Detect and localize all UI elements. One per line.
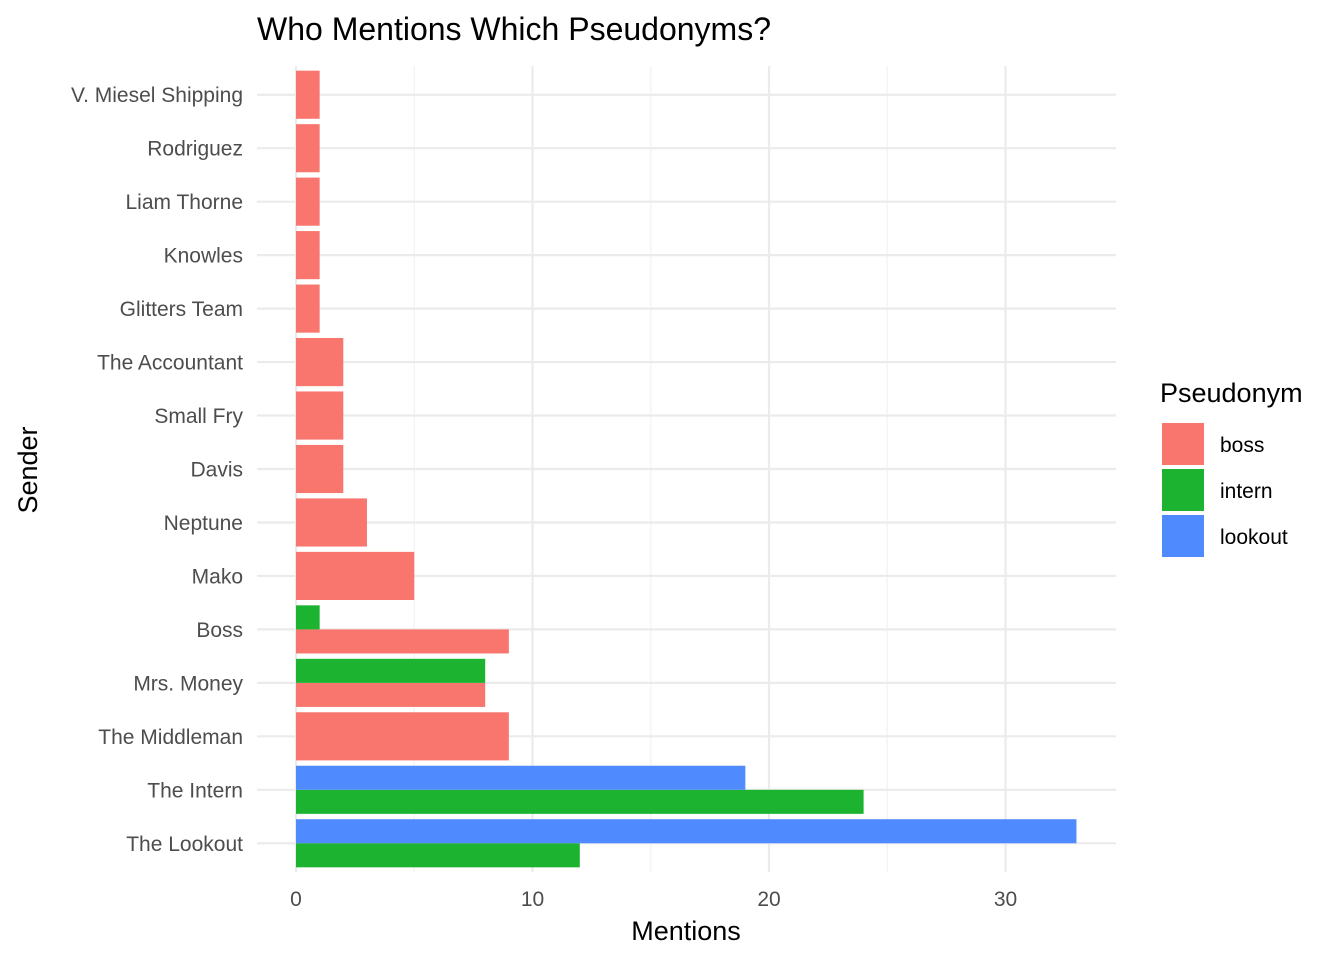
y-tick-label: V. Miesel Shipping <box>71 84 243 107</box>
y-tick-label: Boss <box>196 619 243 642</box>
legend-title: Pseudonym <box>1160 378 1303 408</box>
y-tick-label: Rodriguez <box>147 138 243 161</box>
y-tick-label: Glitters Team <box>120 298 243 321</box>
bars <box>296 70 1077 868</box>
x-tick-label: 30 <box>994 888 1017 911</box>
bar-boss <box>296 682 486 707</box>
bar-boss <box>296 391 344 440</box>
bar-boss <box>296 629 509 654</box>
x-tick-label: 0 <box>290 888 302 911</box>
bar-boss <box>296 124 320 173</box>
bar-lookout <box>296 765 746 790</box>
y-tick-label: Davis <box>190 459 243 482</box>
legend-label-intern: intern <box>1220 480 1273 503</box>
bar-boss <box>296 338 344 387</box>
bar-boss <box>296 231 320 280</box>
legend: Pseudonym boss intern lookout <box>1160 378 1303 557</box>
legend-swatch-intern <box>1162 469 1204 511</box>
y-axis-tick-labels: The Lookout The Intern The Middleman Mrs. M… <box>71 84 243 856</box>
x-axis-tick-labels: 0 10 20 30 <box>290 888 1017 911</box>
x-tick-label: 10 <box>521 888 544 911</box>
legend-items: boss intern lookout <box>1162 423 1288 557</box>
bar-intern <box>296 605 320 630</box>
bar-boss <box>296 551 415 600</box>
bar-boss <box>296 712 509 761</box>
bar-boss <box>296 444 344 494</box>
y-tick-label: Small Fry <box>154 405 243 428</box>
legend-swatch-boss <box>1162 423 1204 465</box>
y-tick-label: The Lookout <box>126 833 243 856</box>
x-axis-title: Mentions <box>631 916 741 946</box>
chart-title: Who Mentions Which Pseudonyms? <box>257 11 771 47</box>
bar-intern <box>296 658 486 683</box>
legend-label-boss: boss <box>1220 434 1264 457</box>
legend-swatch-lookout <box>1162 515 1204 557</box>
bar-lookout <box>296 819 1077 844</box>
x-tick-label: 20 <box>757 888 780 911</box>
bar-boss <box>296 70 320 119</box>
y-tick-label: Liam Thorne <box>125 191 243 214</box>
y-tick-label: Neptune <box>164 512 243 535</box>
y-tick-label: The Middleman <box>98 726 243 749</box>
y-tick-label: Knowles <box>164 245 243 268</box>
bar-boss <box>296 177 320 226</box>
y-tick-label: The Accountant <box>97 352 243 375</box>
bar-boss <box>296 284 320 333</box>
y-tick-label: The Intern <box>147 779 243 802</box>
legend-label-lookout: lookout <box>1220 526 1288 549</box>
y-tick-label: Mrs. Money <box>133 672 243 695</box>
bar-boss <box>296 498 367 547</box>
y-tick-label: Mako <box>192 565 243 588</box>
bar-intern <box>296 789 864 814</box>
bar-intern <box>296 843 580 868</box>
y-axis-title: Sender <box>13 426 43 513</box>
